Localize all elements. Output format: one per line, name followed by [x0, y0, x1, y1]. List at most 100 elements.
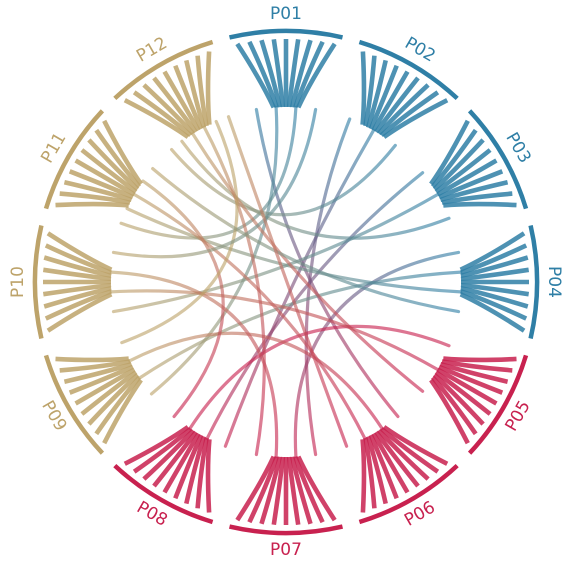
fan-strand — [259, 456, 283, 525]
ribbon-p06-p09 — [128, 331, 384, 430]
fan-strand — [363, 55, 377, 127]
fan-strand — [55, 356, 129, 363]
ribbon-p03-p08 — [205, 171, 425, 440]
fan-strand — [247, 456, 279, 524]
ribbon-p10-p01 — [111, 107, 318, 259]
fan-strand — [173, 64, 204, 130]
fan-strand — [102, 378, 143, 445]
fan-strand — [368, 64, 399, 130]
arcs-layer — [32, 28, 540, 536]
fan-strand — [132, 90, 193, 138]
fan-strand — [436, 367, 498, 406]
fan-strand — [46, 231, 113, 272]
ribbon-p01-p06 — [254, 107, 400, 419]
fan-strand — [44, 243, 112, 275]
fan-strand — [289, 456, 313, 525]
fan-p11 — [55, 119, 143, 208]
fan-strand — [132, 426, 193, 474]
fan-strand — [441, 359, 513, 373]
fan-strand — [173, 434, 204, 500]
fan-strand — [432, 138, 485, 191]
fan-strand — [43, 285, 112, 309]
fan-strand — [430, 128, 478, 189]
fan-strand — [152, 430, 198, 488]
ribbon-p07-p10 — [109, 270, 279, 459]
arc-p04 — [528, 224, 540, 340]
fans-layer — [42, 38, 530, 526]
fan-strand — [438, 364, 504, 395]
ribbon-p02-p08 — [223, 128, 376, 448]
fan-strand — [59, 191, 131, 205]
ribbon-p05-p08 — [188, 324, 451, 430]
ribbon-p07-p12 — [202, 125, 266, 457]
fan-strand — [42, 267, 112, 282]
fan-strand — [429, 378, 470, 445]
fan-strand — [286, 38, 301, 108]
fan-strand — [87, 373, 140, 426]
fan-strand — [374, 76, 420, 134]
fan-strand — [68, 364, 134, 395]
fan-strand — [460, 267, 530, 282]
fan-strand — [259, 39, 283, 108]
fan-strand — [286, 456, 301, 526]
fan-strand — [55, 201, 129, 208]
arc-p05 — [467, 354, 529, 455]
fan-strand — [459, 292, 526, 333]
fan-strand — [374, 430, 420, 488]
fan-strand — [460, 285, 529, 309]
ribbon-p08-p11 — [141, 179, 225, 419]
fan-strand — [460, 289, 528, 321]
fan-p12 — [123, 51, 212, 139]
fan-strand — [460, 282, 530, 297]
fan-strand — [195, 55, 209, 127]
fan-strand — [94, 375, 142, 436]
node-label-p04: P04 — [544, 266, 564, 298]
fan-strand — [46, 292, 113, 333]
fan-strand — [68, 169, 134, 200]
arc-p01 — [228, 28, 344, 40]
ribbons-layer — [109, 105, 463, 459]
fan-strand — [195, 437, 209, 509]
ribbon-p12-p06 — [226, 115, 349, 448]
fan-p04 — [459, 231, 530, 333]
ribbon-p11-p04 — [151, 167, 461, 314]
fan-strand — [293, 456, 325, 524]
arc-p07 — [228, 524, 344, 536]
fan-strand — [371, 432, 410, 494]
fan-p08 — [123, 425, 212, 513]
fan-p05 — [429, 356, 517, 445]
ribbon-p01-p11 — [119, 105, 298, 240]
fan-strand — [162, 70, 201, 132]
arc-p06 — [358, 463, 459, 525]
fan-strand — [296, 455, 337, 522]
fan-strand — [443, 201, 517, 208]
fan-strand — [63, 361, 133, 384]
fan-strand — [102, 119, 143, 186]
fan-strand — [438, 169, 504, 200]
fan-strand — [152, 76, 198, 134]
fan-strand — [365, 59, 388, 129]
arc-p08 — [113, 463, 214, 525]
fan-strand — [365, 435, 388, 505]
fan-strand — [74, 367, 136, 406]
fan-strand — [247, 40, 279, 108]
fan-strand — [80, 148, 138, 194]
fan-strand — [432, 373, 485, 426]
fan-strand — [43, 255, 112, 279]
fan-strand — [368, 434, 399, 500]
fan-strand — [434, 370, 492, 416]
fan-p02 — [360, 51, 449, 139]
fan-strand — [293, 40, 325, 108]
fan-strand — [184, 435, 207, 505]
fan-strand — [205, 51, 212, 125]
fan-strand — [430, 375, 478, 436]
fan-strand — [379, 426, 440, 474]
fan-strand — [74, 158, 136, 197]
fan-p09 — [55, 356, 143, 445]
ribbon-p03-p12 — [180, 139, 451, 240]
fan-strand — [439, 361, 509, 384]
fan-strand — [382, 425, 449, 466]
fan-strand — [377, 428, 430, 481]
fan-strand — [289, 39, 313, 108]
fan-p06 — [360, 425, 449, 513]
